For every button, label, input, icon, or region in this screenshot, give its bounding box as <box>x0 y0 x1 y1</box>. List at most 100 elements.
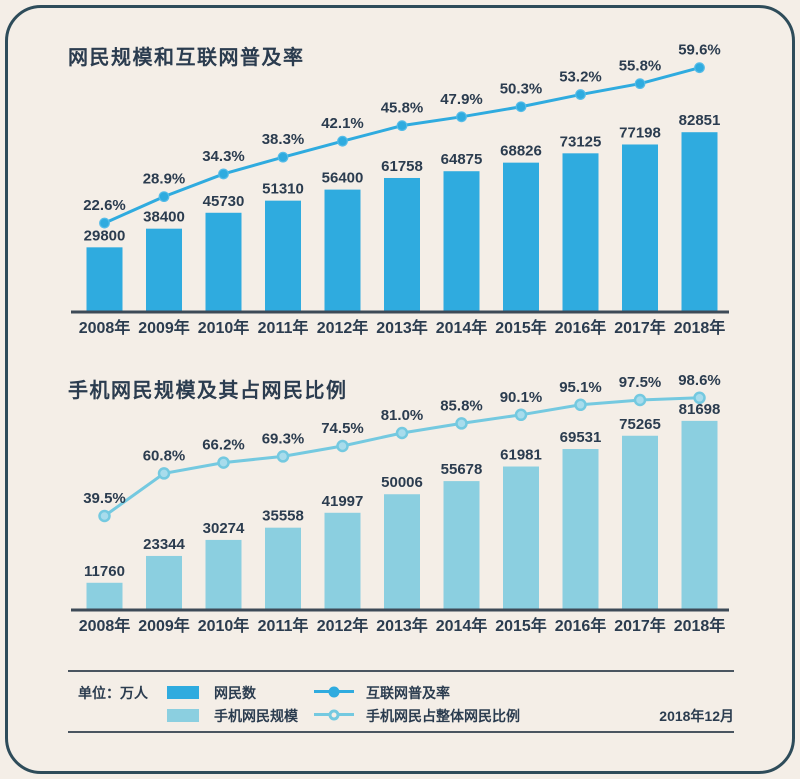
pct-label: 81.0% <box>381 407 424 424</box>
pct-label: 90.1% <box>500 389 543 406</box>
chart-title-mobile-netizens: 手机网民规模及其占网民比例 <box>68 380 348 402</box>
year-label: 2012年 <box>317 318 369 337</box>
pct-label: 45.8% <box>381 100 424 117</box>
pct-label: 39.5% <box>83 490 126 507</box>
bar-value-label: 51310 <box>262 181 304 198</box>
year-label: 2012年 <box>317 616 369 635</box>
bar-swatch-netizens <box>167 686 199 699</box>
bar <box>205 212 242 312</box>
pct-label: 98.6% <box>678 372 721 389</box>
line-dot <box>217 456 230 469</box>
bar-value-label: 82851 <box>679 112 721 129</box>
line-dot <box>634 78 646 90</box>
bar <box>562 449 599 610</box>
bar-value-label: 23344 <box>143 536 185 553</box>
year-label: 2011年 <box>258 616 309 635</box>
pct-label: 95.1% <box>559 379 602 396</box>
line-dot <box>395 426 409 440</box>
bar <box>146 555 182 610</box>
year-label: 2013年 <box>376 616 428 635</box>
pct-label: 22.6% <box>83 197 126 214</box>
line-dot <box>455 417 468 430</box>
pct-label: 28.9% <box>143 171 186 188</box>
bar-value-label: 38400 <box>143 209 185 226</box>
legend-label-netizens: 网民数 <box>214 685 256 701</box>
line-dot <box>218 168 229 180</box>
pct-label: 55.8% <box>619 58 662 75</box>
bar-value-label: 50006 <box>381 474 423 491</box>
bar <box>622 435 658 610</box>
line-dot <box>276 450 290 463</box>
bar-value-label: 68826 <box>500 143 542 160</box>
line-dot <box>633 393 647 407</box>
bar <box>324 512 361 610</box>
year-label: 2018年 <box>674 616 726 635</box>
pct-label: 97.5% <box>619 374 662 391</box>
pct-label: 42.1% <box>321 115 364 132</box>
bar-swatch-mobile <box>167 709 199 722</box>
pct-label: 59.6% <box>678 42 721 59</box>
line-dot <box>337 135 348 147</box>
bar <box>86 247 123 312</box>
bar <box>443 481 480 610</box>
bar-value-label: 11760 <box>84 563 125 580</box>
year-label: 2009年 <box>138 616 190 635</box>
pct-label: 66.2% <box>202 437 245 454</box>
legend-separator-bottom <box>68 731 734 733</box>
line-dot <box>574 398 587 412</box>
line-dot <box>158 191 170 203</box>
date-label: 2018年12月 <box>659 708 734 724</box>
year-label: 2011年 <box>258 318 309 337</box>
bar-value-label: 45730 <box>203 193 245 210</box>
line-dot <box>277 151 289 163</box>
bar <box>384 494 420 610</box>
year-label: 2014年 <box>436 318 488 337</box>
year-label: 2018年 <box>674 318 726 337</box>
bar <box>681 132 718 312</box>
pct-label: 60.8% <box>143 447 186 464</box>
year-label: 2016年 <box>555 616 607 635</box>
year-label: 2015年 <box>495 616 547 635</box>
bar-value-label: 35558 <box>262 508 304 525</box>
year-label: 2008年 <box>79 616 131 635</box>
year-label: 2010年 <box>198 616 250 635</box>
pct-label: 47.9% <box>440 91 483 108</box>
pct-label: 69.3% <box>262 430 305 447</box>
line-marker-mobile-ratio <box>314 709 354 720</box>
line-dot <box>99 217 110 229</box>
line-dot <box>575 89 586 100</box>
hollow-dot-icon <box>328 709 340 720</box>
legend-label-mobile-ratio: 手机网民占整体网民比例 <box>366 708 520 724</box>
line-dot <box>456 111 467 123</box>
bar-value-label: 41997 <box>322 493 364 510</box>
year-label: 2016年 <box>555 318 607 337</box>
bar <box>384 177 420 312</box>
legend-label-mobile: 手机网民规模 <box>214 708 298 724</box>
bar-value-label: 81698 <box>679 401 721 418</box>
bar-value-label: 56400 <box>322 170 364 187</box>
bar <box>146 228 182 312</box>
pct-label: 50.3% <box>500 81 543 98</box>
line-marker-penetration <box>314 686 354 697</box>
line-dot <box>694 62 705 74</box>
bar <box>205 539 242 610</box>
year-label: 2017年 <box>614 318 666 337</box>
year-label: 2014年 <box>436 616 488 635</box>
line-dot <box>514 408 528 422</box>
pct-label: 53.2% <box>559 69 602 86</box>
year-label: 2017年 <box>614 616 666 635</box>
bar <box>503 162 539 312</box>
line-dot <box>515 101 527 113</box>
line-dot <box>396 120 408 132</box>
legend-separator-top <box>68 670 734 672</box>
bar <box>622 144 658 312</box>
line-dot <box>693 391 706 405</box>
pct-label: 85.8% <box>440 397 483 414</box>
bar <box>265 200 301 312</box>
bar <box>86 582 123 610</box>
bar <box>562 153 599 312</box>
line-dot <box>157 467 171 480</box>
bar-value-label: 29800 <box>84 227 126 244</box>
